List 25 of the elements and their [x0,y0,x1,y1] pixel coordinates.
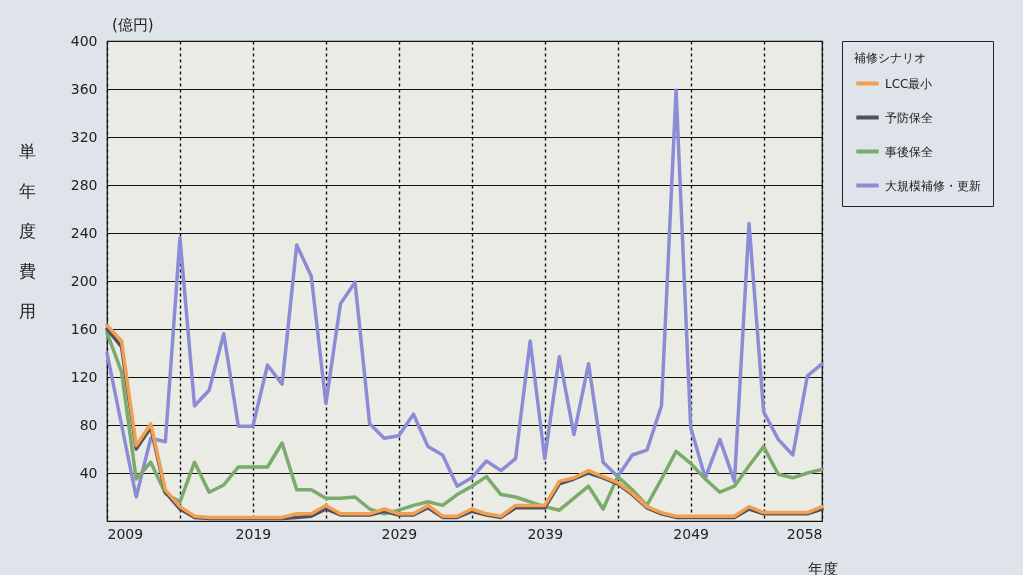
text: (億円) [112,16,154,35]
y-tick-label: 320 [70,128,98,145]
y-tick-label: 160 [70,320,98,337]
line-series [105,88,824,499]
legend-title: 補修シナリオ [854,51,926,65]
legend-label: 事後保全 [885,144,933,159]
x-tick-label: 2009 [107,525,144,542]
y-tick-label: 200 [70,272,98,289]
y-tick-label: 240 [70,224,98,241]
x-axis-title: 年度 [807,559,838,575]
y-tick-label: 280 [70,176,98,193]
y-tick-label: 360 [70,80,98,97]
legend-label: 予防保全 [885,110,933,125]
legend-label: 大規模補修・更新 [885,178,981,193]
y-tick-label: 400 [70,32,98,49]
y-tick-label: 120 [70,368,98,385]
x-tick-label: 2039 [527,525,564,542]
y-axis-title: 単年度費用 [19,140,36,321]
y-tick-label: 80 [79,416,98,433]
x-tick-label: 2019 [235,525,272,542]
x-tick-label: 2029 [381,525,418,542]
legend-label: LCC最小 [885,76,933,91]
y-tick-label: 40 [79,464,98,481]
x-tick-label: 2058 [786,525,823,542]
x-tick-label: 2049 [673,525,709,542]
